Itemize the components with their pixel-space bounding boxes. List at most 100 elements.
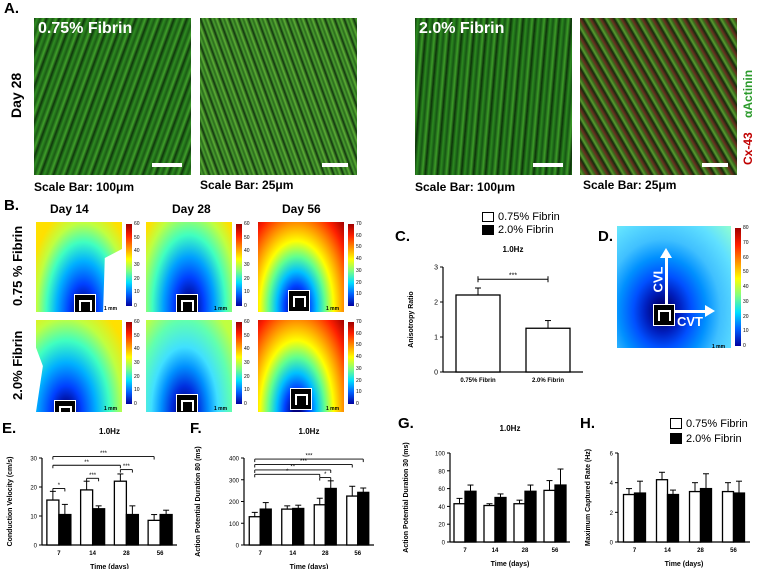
bar	[357, 491, 370, 546]
y-tick-label: 2	[434, 300, 438, 307]
arrow-head-right-icon	[705, 305, 715, 317]
bar	[483, 504, 496, 543]
colorbar-tick: 50	[356, 342, 362, 349]
micrograph-high-100: 2.0% Fibrin	[415, 18, 572, 175]
colorbar-tick: 40	[743, 284, 749, 290]
colorbar	[348, 224, 354, 306]
colorbar-tick: 60	[134, 319, 140, 325]
overlay-fibrin-low: 0.75% Fibrin	[38, 20, 133, 37]
y-tick-label: 30	[30, 457, 37, 463]
y-axis-label: Action Potential Duration 80 (ms)	[195, 446, 202, 556]
x-tick-label: 7	[57, 551, 61, 557]
legend-high: 2.0% Fibrin	[498, 223, 554, 236]
colorbar-d	[735, 228, 741, 346]
scale-caption-100: Scale Bar: 100μm	[415, 180, 516, 194]
x-tick-label: 14	[664, 548, 671, 554]
x-tick-label: 56	[157, 551, 164, 557]
colorbar-tick: 60	[244, 319, 250, 325]
y-tick-label: 40	[438, 505, 445, 511]
colorbar-tick: 40	[356, 354, 362, 361]
y-axis-label: Maximum Captured Rate (Hz)	[585, 449, 592, 546]
scale-caption-25: Scale Bar: 25μm	[200, 178, 294, 192]
chart-g: 0 20 40 60 80 100 1.0Hz Action Potential Durati…	[403, 424, 570, 568]
row-label-low: 0.75 % Fibrin	[10, 225, 25, 306]
x-tick-label: 28	[123, 551, 130, 557]
bar	[513, 503, 526, 543]
x-tick-label: 14	[492, 548, 499, 554]
colorbar-tick: 0	[743, 343, 746, 349]
panel-f-label: F.	[190, 420, 202, 437]
bar	[324, 487, 337, 546]
bar	[494, 496, 507, 543]
bar	[524, 490, 537, 543]
legend-low: 0.75% Fibrin	[498, 210, 560, 223]
y-axis-label: Anisotropy Ratio	[408, 291, 415, 347]
significance-marker: ***	[300, 459, 308, 465]
bar	[655, 479, 669, 543]
bar	[79, 489, 94, 546]
mm-scale-label: 1 mm	[712, 344, 726, 350]
mm-scale-label: 1 mm	[104, 406, 118, 412]
y-axis-label: Action Potential Duration 30 (ms)	[403, 442, 410, 552]
activation-map-high-d14	[36, 320, 122, 412]
legend-swatch-white	[670, 418, 682, 429]
x-tick-label: 7	[259, 551, 263, 557]
bar	[453, 503, 466, 543]
significance-marker: *	[58, 483, 61, 489]
bar	[281, 508, 294, 546]
x-tick-label: 56	[552, 548, 559, 554]
chart-c: 0 1 2 3 1.0Hz Anisotropy Ratio 0.75% Fibrin 2.0…	[408, 245, 583, 384]
colorbar-tick: 10	[244, 289, 250, 296]
significance-marker: *	[324, 472, 327, 478]
bar	[699, 487, 713, 543]
activation-map-high-d28	[146, 320, 232, 412]
mm-scale-label: 1 mm	[326, 406, 340, 412]
mm-scale-label: 1 mm	[326, 306, 340, 312]
stain-cx43-label: Cx-43	[741, 132, 755, 165]
colorbar-tick: 40	[134, 346, 140, 353]
panel-b-label: B.	[4, 197, 19, 214]
colorbar	[236, 224, 242, 306]
y-tick-label: 60	[438, 487, 445, 493]
chart-title: 1.0Hz	[500, 424, 521, 433]
legend-swatch-black	[482, 224, 494, 235]
panel-e-label: E.	[2, 420, 17, 437]
bar	[46, 499, 60, 546]
x-tick-label: 56	[730, 548, 737, 554]
y-tick-label: 4	[610, 481, 614, 487]
x-tick-label: 28	[322, 551, 329, 557]
colorbar-tick: 50	[244, 234, 250, 241]
colorbar-tick: 10	[134, 289, 140, 296]
chart-title: 1.0Hz	[503, 245, 524, 254]
colorbar-tick: 30	[134, 360, 140, 366]
y-tick-label: 100	[229, 522, 240, 528]
bar	[159, 513, 173, 546]
bar	[732, 492, 746, 543]
y-tick-label: 1	[434, 335, 438, 342]
stimulus-icon	[290, 388, 312, 410]
cvt-label: CVT	[677, 314, 703, 329]
colorbar-tick: 30	[356, 365, 362, 372]
significance-marker: ***	[305, 454, 313, 460]
colorbar-tick: 60	[743, 254, 749, 261]
colorbar-tick: 20	[356, 279, 362, 286]
stimulus-icon	[653, 304, 675, 326]
scale-bar	[152, 163, 182, 167]
bar	[259, 508, 272, 546]
legend-low: 0.75% Fibrin	[686, 417, 748, 430]
chart-h: 0 2 4 6 Maximum Captured Rate (Hz) Time (days…	[585, 449, 750, 568]
colorbar	[236, 322, 242, 404]
x-tick-label: 14	[89, 551, 96, 557]
x-axis-label: Time (days)	[90, 564, 129, 569]
y-tick-label: 0	[434, 370, 438, 377]
colorbar-tick: 60	[244, 221, 250, 227]
significance-marker: ***	[100, 451, 108, 457]
y-tick-label: 6	[610, 452, 614, 458]
overlay-fibrin-high: 2.0% Fibrin	[419, 20, 505, 37]
colorbar	[126, 322, 132, 404]
y-tick-label: 0	[236, 544, 240, 550]
colorbar-tick: 10	[356, 389, 362, 396]
activation-map-low-d28	[146, 222, 232, 312]
cvl-arrow	[665, 256, 668, 304]
significance-marker: **	[84, 460, 89, 466]
